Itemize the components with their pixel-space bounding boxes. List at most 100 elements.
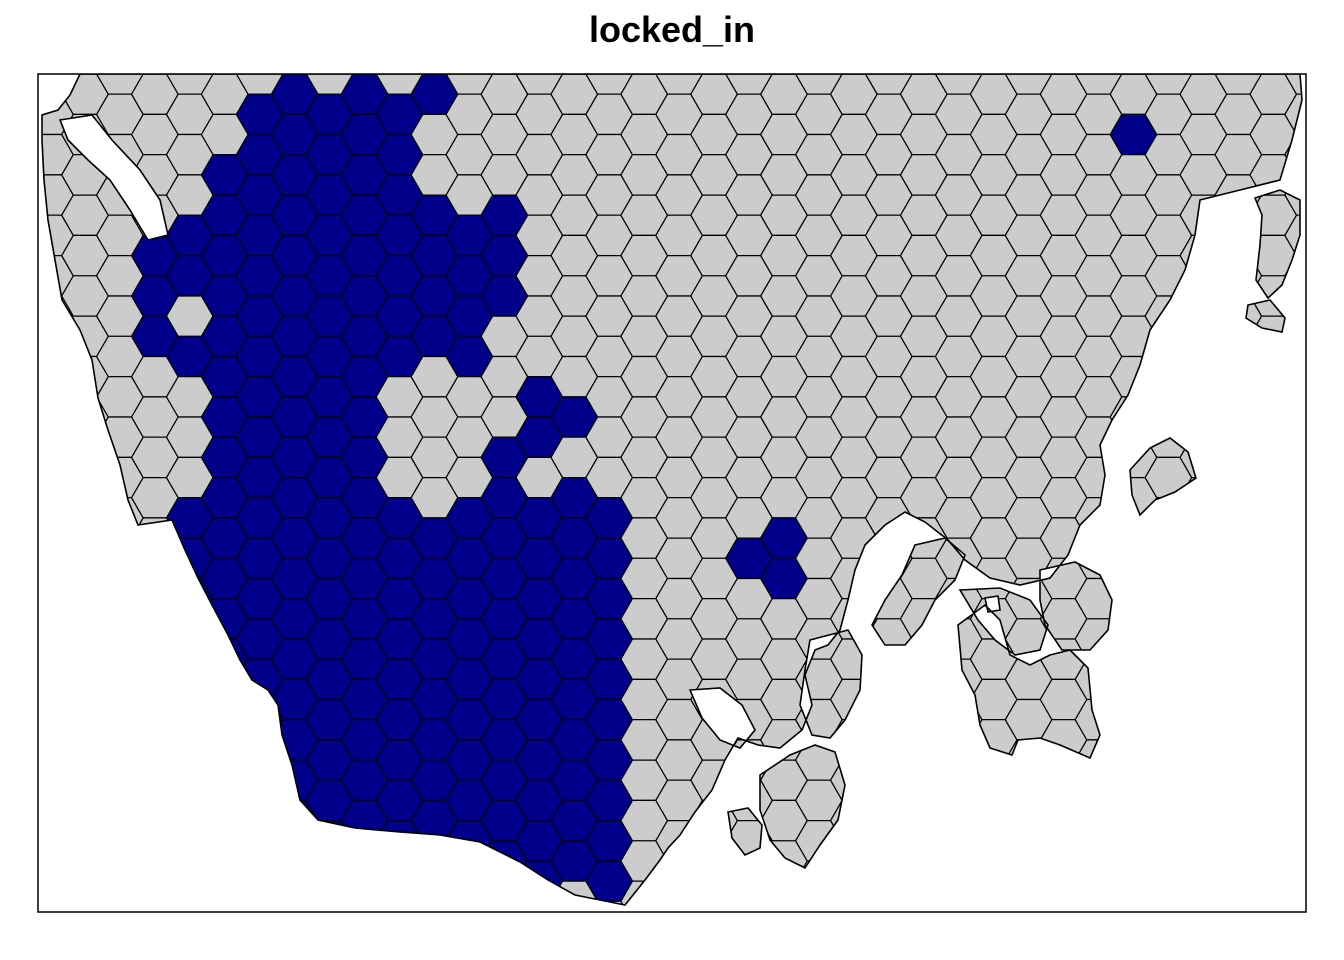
planning-unit: [1179, 74, 1228, 75]
planning-unit: [130, 74, 179, 75]
planning-unit: [1144, 577, 1193, 620]
planning-unit: [899, 799, 948, 842]
planning-unit: [585, 900, 634, 905]
planning-unit: [1074, 860, 1123, 902]
planning-unit: [341, 922, 388, 960]
planning-unit: [130, 799, 179, 842]
planning-unit: [899, 678, 948, 721]
planning-unit: [1214, 416, 1263, 458]
planning-unit: [656, 942, 703, 960]
planning-unit: [934, 779, 983, 822]
planning-unit: [1284, 779, 1302, 822]
planning-unit: [1214, 497, 1263, 539]
planning-unit: [690, 880, 739, 905]
planning-unit: [1144, 779, 1193, 822]
planning-unit: [1249, 597, 1298, 640]
planning-unit: [899, 638, 948, 681]
planning-unit: [1075, 942, 1122, 960]
planning-unit: [1249, 477, 1298, 519]
planning-unit: [1320, 922, 1344, 960]
planning-unit: [445, 900, 494, 905]
planning-unit: [655, 900, 704, 905]
planning-unit: [1144, 860, 1193, 902]
planning-unit: [376, 942, 423, 960]
planning-unit-locked-in: [235, 698, 284, 741]
planning-unit: [42, 860, 74, 902]
planning-unit: [1144, 335, 1193, 378]
planning-unit-locked-in: [375, 860, 424, 902]
planning-unit: [760, 880, 808, 905]
planning-unit: [1249, 74, 1298, 75]
planning-unit: [864, 698, 913, 741]
planning-unit: [1144, 376, 1193, 418]
planning-unit: [621, 922, 668, 960]
planning-unit: [586, 942, 633, 960]
planning-unit: [1005, 14, 1052, 54]
planning-unit: [829, 74, 878, 75]
planning-unit: [306, 942, 353, 960]
planning-unit: [1284, 739, 1302, 781]
planning-unit: [97, 942, 144, 960]
planning-unit: [0, 881, 38, 921]
planning-unit: [516, 942, 563, 960]
planning-unit: [691, 922, 738, 960]
planning-unit: [1004, 860, 1053, 902]
planning-unit: [0, 922, 38, 960]
planning-unit: [899, 840, 948, 882]
planning-unit: [1320, 558, 1344, 598]
planning-unit: [0, 155, 38, 195]
planning-unit: [1179, 840, 1228, 882]
planning-unit: [1249, 436, 1298, 479]
planning-unit: [1320, 316, 1344, 356]
planning-unit: [95, 577, 144, 620]
planning-unit: [726, 14, 773, 54]
planning-unit-grid: [0, 14, 1344, 960]
planning-unit: [1214, 577, 1263, 620]
planning-unit: [1320, 881, 1344, 921]
planning-unit: [934, 739, 983, 781]
planning-unit: [1249, 759, 1298, 802]
planning-unit: [1214, 658, 1263, 701]
planning-unit-locked-in: [165, 860, 214, 902]
planning-unit: [167, 942, 214, 960]
planning-unit: [271, 922, 318, 960]
planning-unit: [1320, 760, 1344, 800]
planning-unit: [1284, 74, 1302, 95]
planning-unit: [0, 518, 38, 558]
planning-unit: [620, 74, 669, 75]
planning-unit: [864, 779, 913, 822]
planning-unit: [864, 900, 913, 905]
planning-unit: [42, 577, 74, 620]
planning-unit: [1214, 335, 1263, 378]
planning-unit: [1179, 799, 1228, 842]
planning-unit: [901, 922, 948, 960]
planning-unit: [1179, 315, 1228, 358]
planning-unit: [1284, 456, 1302, 499]
planning-unit: [1179, 759, 1228, 802]
planning-unit: [1144, 739, 1193, 781]
planning-unit: [130, 597, 179, 640]
planning-unit: [1249, 517, 1298, 559]
planning-unit: [42, 658, 74, 701]
planning-unit: [1249, 638, 1298, 681]
planning-unit: [42, 618, 74, 660]
planning-unit: [1215, 942, 1262, 960]
planning-unit: [1320, 114, 1344, 154]
planning-unit: [1249, 678, 1298, 721]
planning-unit: [42, 819, 74, 862]
planning-unit: [1320, 74, 1344, 114]
planning-unit: [1179, 275, 1228, 317]
planning-unit-locked-in: [235, 739, 284, 781]
planning-unit: [1109, 678, 1158, 721]
planning-unit: [1109, 759, 1158, 802]
planning-unit: [61, 840, 109, 882]
planning-unit: [1320, 437, 1344, 477]
planning-unit: [27, 942, 74, 960]
planning-unit: [864, 658, 913, 701]
planning-unit: [1214, 698, 1263, 741]
planning-unit: [130, 840, 179, 882]
planning-unit: [1109, 799, 1158, 842]
planning-unit: [130, 557, 179, 600]
planning-unit: [42, 497, 74, 539]
planning-unit: [95, 698, 144, 741]
